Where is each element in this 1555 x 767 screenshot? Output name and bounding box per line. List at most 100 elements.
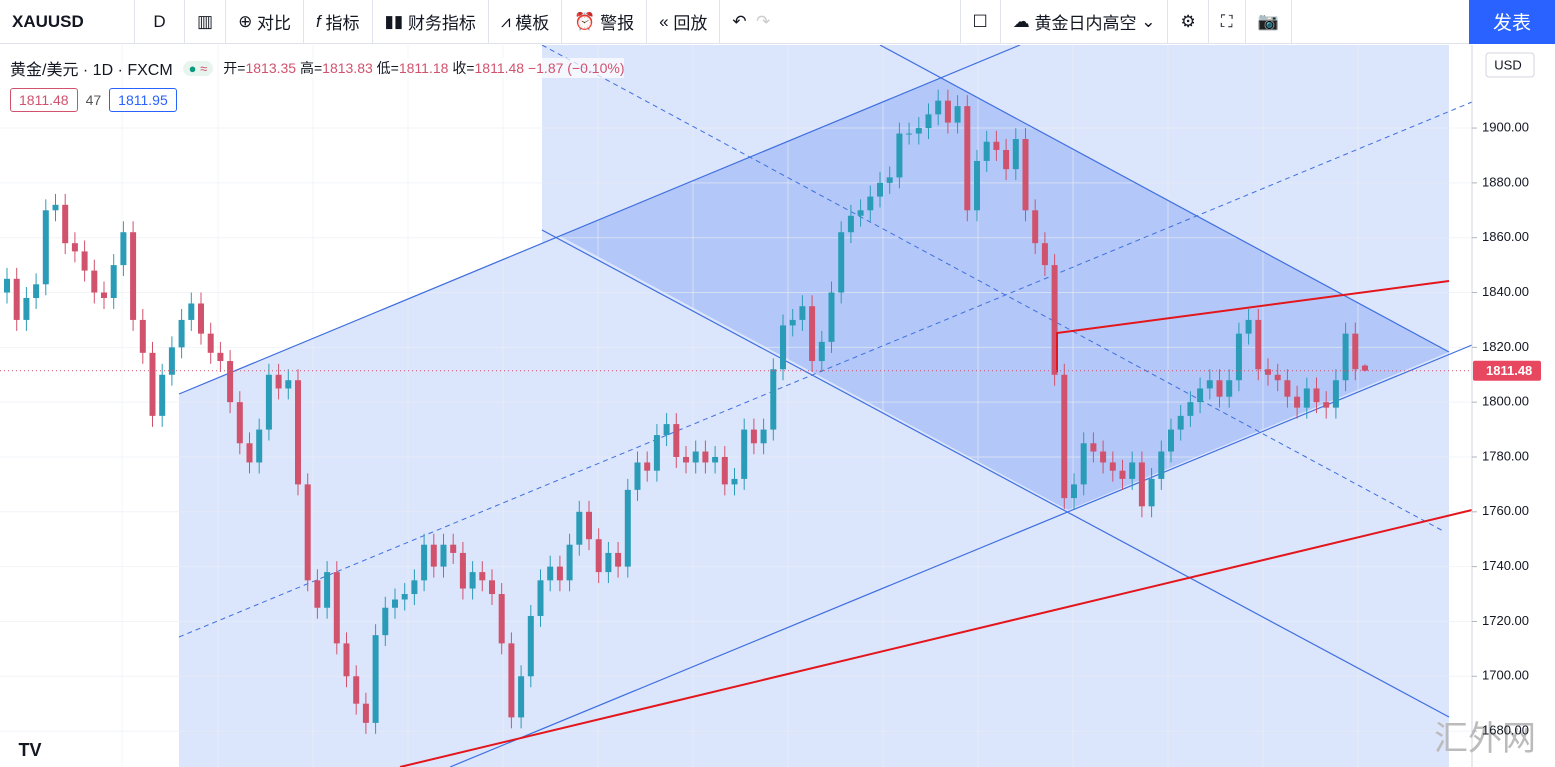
currency: USD [1494, 57, 1521, 72]
candle-body [547, 566, 554, 581]
candle-body [983, 141, 990, 161]
toolbar: XAUUSD D ▥ ⊕ 对比 f 指标 ▮▮ 财务指标 ⩘ 模板 ⏰ 警报 «… [0, 0, 1555, 44]
candle-body [343, 643, 350, 677]
candle-body [595, 539, 602, 573]
candle-body [430, 544, 437, 567]
ohlc: 开=1813.35 高=1813.83 低=1811.18 收=1811.48 … [223, 58, 625, 78]
candle-body [4, 278, 10, 293]
candle-body [353, 676, 360, 704]
candle-body [362, 703, 369, 723]
candle-body [1041, 243, 1048, 266]
candle-body [469, 572, 476, 589]
candle-body [1168, 429, 1174, 452]
tool-compare[interactable]: ⊕ 对比 [226, 0, 305, 44]
candle-body [1187, 402, 1194, 416]
candle-body [731, 478, 738, 485]
candle-body [508, 643, 515, 718]
value: 1813.35 [245, 60, 297, 76]
candle-body [1138, 462, 1145, 507]
candle-body [401, 594, 408, 600]
candle-body [1332, 380, 1339, 408]
candle-body [838, 232, 845, 293]
candle-body [886, 177, 893, 183]
label: 收= [452, 60, 475, 76]
candle-body [1022, 139, 1029, 211]
candle-body [1284, 380, 1291, 397]
label: 低= [376, 60, 399, 76]
candle-body [857, 210, 864, 216]
candle-body [382, 607, 389, 636]
fullscreen[interactable]: ⛶ [1209, 0, 1246, 44]
candle-body [1274, 374, 1281, 381]
candle-body [780, 325, 786, 370]
candle-body [217, 352, 224, 362]
candle-body [770, 369, 777, 430]
candle-body [1362, 365, 1368, 371]
candle-body [149, 352, 156, 416]
undo-redo[interactable]: ↶ ↷ [732, 11, 771, 31]
candle-body [925, 114, 932, 129]
candle-body [828, 292, 835, 342]
candle-body [295, 380, 301, 485]
candle-body [1109, 462, 1116, 471]
candle-body [760, 429, 767, 444]
status: ● ≈ [182, 60, 214, 76]
bid[interactable]: 1811.48 [10, 88, 78, 112]
tool-alerts[interactable]: ⏰ 警报 [562, 0, 648, 44]
candle-body [1303, 388, 1310, 408]
candle-body [556, 566, 563, 581]
candle-body [653, 435, 660, 471]
candle-body [1313, 388, 1320, 403]
candle-body [130, 232, 137, 320]
layout-name[interactable]: ☁ 黄金日内高空 ⌄ [1001, 0, 1169, 44]
candle-body [712, 456, 719, 463]
candle-body [168, 347, 175, 375]
candle-body [605, 552, 612, 573]
candle-body [1003, 149, 1010, 170]
interval[interactable]: D [135, 0, 185, 44]
candle-body [1352, 333, 1359, 370]
candle-body [1226, 380, 1233, 397]
candle-body [110, 265, 117, 299]
candle-body [518, 676, 525, 718]
y-tick-label: 1780.00 [1482, 448, 1529, 463]
candle-body [586, 511, 592, 540]
candle-body [1255, 319, 1262, 370]
settings[interactable]: ⚙ [1168, 0, 1209, 44]
label: 指标 [325, 14, 360, 33]
change: −1.87 (−0.10%) [527, 60, 625, 76]
candle-body [789, 319, 796, 326]
tool-financials[interactable]: ▮▮ 财务指标 [373, 0, 489, 44]
watermark: 汇外网 [1434, 720, 1536, 758]
tv-logo: TV [18, 740, 41, 760]
y-tick-label: 1820.00 [1482, 339, 1529, 354]
candle-body [1177, 415, 1184, 430]
ask[interactable]: 1811.95 [109, 88, 177, 112]
channel-line [541, 229, 1450, 718]
candle-body [421, 544, 428, 581]
candle-body [1061, 374, 1068, 499]
candle-body [246, 443, 253, 463]
publish-button[interactable]: 发表 [1469, 0, 1555, 44]
label: 开= [223, 60, 246, 76]
candle-body [91, 270, 98, 293]
tool-replay[interactable]: « 回放 [647, 0, 721, 44]
snapshot[interactable]: 📷 [1246, 0, 1292, 44]
candle-body [615, 552, 622, 567]
y-tick-label: 1880.00 [1482, 174, 1529, 189]
chart-style[interactable]: ▥ [185, 0, 227, 44]
layout-toggle[interactable]: ☐ [959, 0, 1001, 44]
candle-body [324, 572, 331, 608]
candle-body [867, 196, 874, 211]
candle-body [624, 489, 631, 567]
symbol[interactable]: XAUUSD [0, 0, 135, 44]
spread: 47 [85, 92, 102, 108]
candle-body [275, 374, 282, 389]
tool-indicators[interactable]: f 指标 [304, 0, 373, 44]
tool-templates[interactable]: ⩘ 模板 [489, 0, 563, 44]
currency-button[interactable] [1485, 52, 1535, 78]
candle-body [721, 456, 728, 485]
channel-line [178, 45, 1021, 395]
candle-body [372, 635, 379, 723]
